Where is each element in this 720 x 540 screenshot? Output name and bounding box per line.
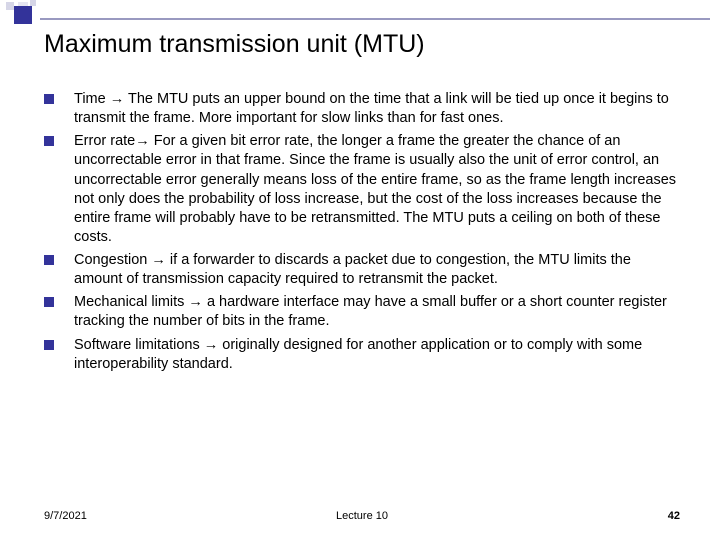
bullet-text: Software limitations → originally design… <box>74 336 680 374</box>
bullet-list: Time → The MTU puts an upper bound on th… <box>44 90 680 378</box>
deco-square <box>6 2 14 10</box>
list-item: Time → The MTU puts an upper bound on th… <box>44 90 680 128</box>
footer-date: 9/7/2021 <box>44 510 87 522</box>
list-item: Congestion → if a forwarder to discards … <box>44 251 680 289</box>
list-item: Software limitations → originally design… <box>44 336 680 374</box>
deco-line <box>40 18 710 20</box>
slide-top-decoration <box>0 0 720 24</box>
list-item: Mechanical limits → a hardware interface… <box>44 293 680 331</box>
footer-page-number: 42 <box>668 510 680 522</box>
footer-lecture: Lecture 10 <box>336 510 388 522</box>
bullet-icon <box>44 94 54 104</box>
slide-title: Maximum transmission unit (MTU) <box>44 30 425 59</box>
bullet-text: Time → The MTU puts an upper bound on th… <box>74 90 680 128</box>
bullet-icon <box>44 255 54 265</box>
bullet-icon <box>44 297 54 307</box>
deco-square <box>14 6 32 24</box>
bullet-icon <box>44 136 54 146</box>
slide-footer: 9/7/2021 Lecture 10 42 <box>44 510 680 522</box>
bullet-text: Mechanical limits → a hardware interface… <box>74 293 680 331</box>
bullet-text: Error rate→ For a given bit error rate, … <box>74 132 680 247</box>
bullet-icon <box>44 340 54 350</box>
bullet-text: Congestion → if a forwarder to discards … <box>74 251 680 289</box>
list-item: Error rate→ For a given bit error rate, … <box>44 132 680 247</box>
deco-square <box>30 0 36 6</box>
